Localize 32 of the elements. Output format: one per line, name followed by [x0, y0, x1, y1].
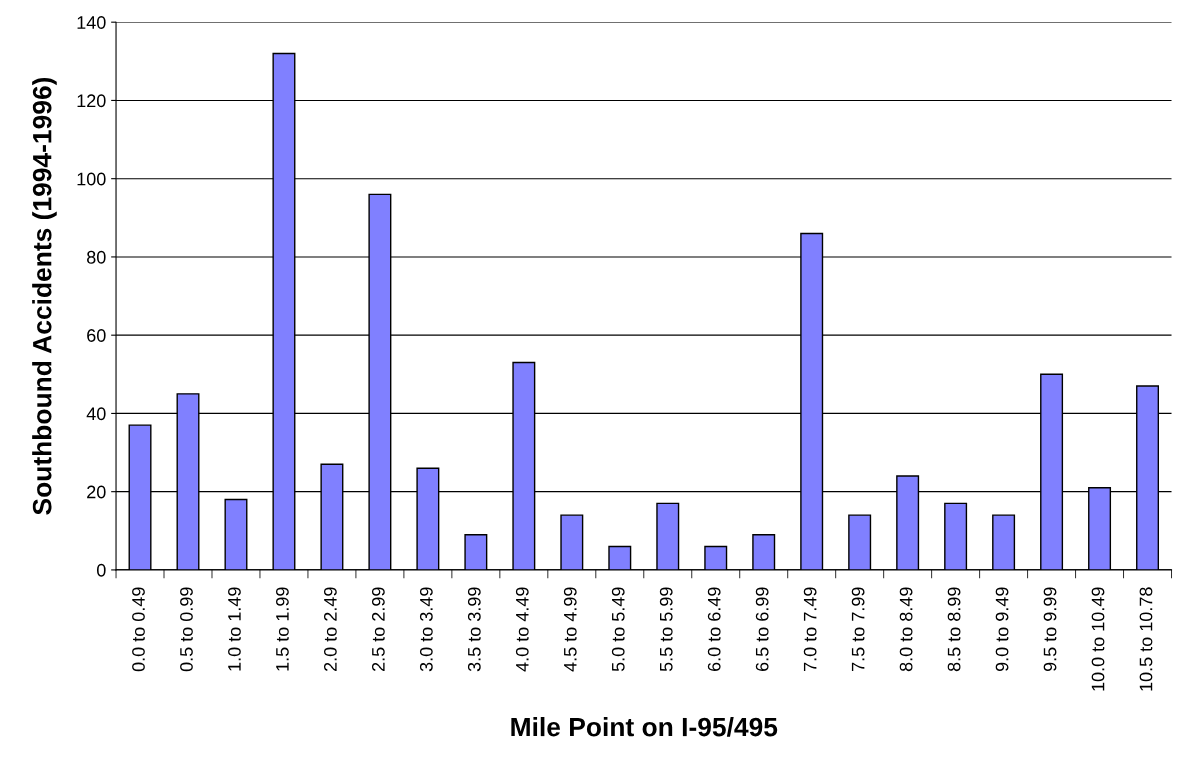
y-tick-label: 80 [87, 250, 106, 264]
x-tick-label: 1.0 to 1.49 [228, 587, 241, 671]
x-axis-title: Mile Point on I-95/495 [511, 717, 778, 737]
y-tick-label: 100 [77, 172, 106, 186]
x-tick-label: 0.0 to 0.49 [132, 587, 145, 672]
x-tick-label: 10.5 to 10.78 [1139, 587, 1153, 691]
y-tick-label: 40 [86, 407, 106, 421]
x-tick-label: 7.0 to 7.49 [803, 587, 817, 671]
x-tick-label: 4.0 to 4.49 [515, 587, 529, 672]
x-tick-label: 6.5 to 6.99 [755, 587, 769, 671]
x-tick-label: 5.0 to 5.49 [611, 587, 625, 672]
y-tick-label: 140 [77, 16, 106, 29]
x-tick-label: 10.0 to 10.49 [1091, 587, 1105, 691]
x-tick-label: 2.0 to 2.49 [323, 587, 337, 672]
x-tick-label: 3.0 to 3.49 [419, 587, 433, 672]
x-tick-label: 9.5 to 9.99 [1043, 587, 1057, 672]
x-tick-label: 8.0 to 8.49 [899, 587, 913, 672]
y-axis-title: Southbound Accidents (1994-1996) [32, 77, 57, 515]
x-tick-label: 9.0 to 9.49 [995, 587, 1009, 672]
x-tick-label: 6.0 to 6.49 [707, 587, 721, 671]
x-tick-label: 4.5 to 4.99 [563, 587, 577, 672]
x-tick-label: 3.5 to 3.99 [467, 587, 481, 672]
x-tick-label: 8.5 to 8.99 [947, 587, 961, 672]
y-tick-label: 20 [87, 485, 106, 499]
y-tick-label: 120 [77, 94, 106, 108]
x-tick-label: 7.5 to 7.99 [851, 587, 865, 671]
x-tick-label: 2.5 to 2.99 [371, 587, 385, 672]
y-tick-label: 0 [96, 563, 106, 577]
y-tick-label: 60 [87, 329, 106, 342]
x-tick-label: 5.5 to 5.99 [659, 587, 673, 672]
x-tick-label: 1.5 to 1.99 [276, 587, 289, 671]
x-tick-label: 0.5 to 0.99 [180, 587, 193, 672]
